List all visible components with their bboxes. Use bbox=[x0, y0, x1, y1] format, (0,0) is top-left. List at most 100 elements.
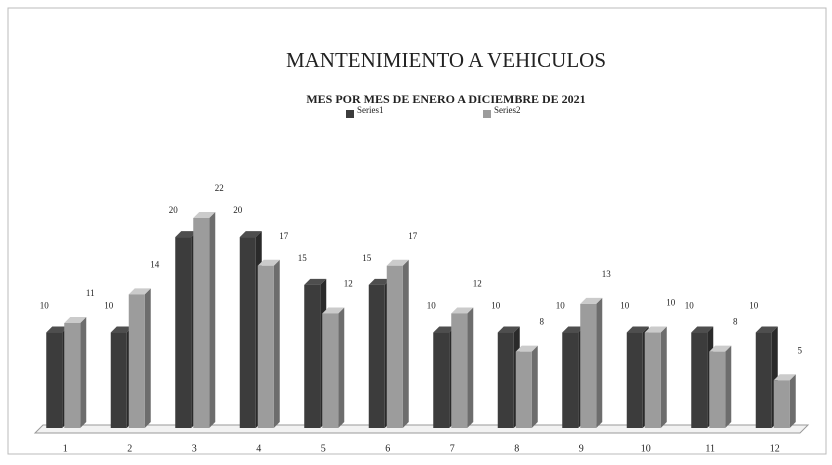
data-label: 15 bbox=[298, 253, 308, 263]
bar-side bbox=[725, 345, 732, 428]
bar-top bbox=[64, 317, 87, 323]
x-tick-label: 9 bbox=[579, 443, 584, 454]
bar-top bbox=[451, 307, 474, 314]
data-label: 8 bbox=[540, 317, 545, 327]
bar bbox=[562, 332, 579, 428]
legend-label: Series2 bbox=[494, 105, 521, 115]
data-label: 5 bbox=[798, 345, 803, 355]
bar-top bbox=[773, 374, 796, 381]
x-tick-label: 2 bbox=[127, 443, 132, 454]
bar-top bbox=[626, 326, 649, 333]
bar-top bbox=[515, 345, 538, 352]
data-label: 20 bbox=[169, 205, 179, 215]
bar-side bbox=[660, 326, 667, 428]
bar bbox=[304, 284, 321, 428]
legend-label: Series1 bbox=[357, 105, 384, 115]
bar bbox=[368, 284, 385, 428]
bar-side bbox=[144, 288, 151, 428]
bar bbox=[128, 294, 145, 428]
bar-top bbox=[386, 259, 409, 266]
bar bbox=[257, 265, 274, 428]
bar bbox=[755, 332, 772, 428]
data-label: 10 bbox=[620, 301, 630, 311]
bar-side bbox=[338, 307, 345, 428]
bar bbox=[497, 332, 514, 428]
data-label: 10 bbox=[104, 301, 114, 311]
bar bbox=[175, 237, 192, 428]
bar-side bbox=[531, 345, 538, 428]
bar bbox=[46, 332, 63, 428]
data-label: 15 bbox=[362, 253, 372, 263]
x-tick-label: 7 bbox=[450, 443, 455, 454]
bar-side bbox=[402, 259, 409, 428]
bar-top bbox=[755, 326, 778, 333]
bar bbox=[239, 237, 256, 428]
data-label: 10 bbox=[749, 301, 759, 311]
bar-top bbox=[433, 326, 456, 333]
bar-top bbox=[110, 326, 133, 333]
bar bbox=[451, 313, 468, 428]
bar-top bbox=[128, 288, 151, 295]
bar-top bbox=[257, 259, 280, 266]
bar bbox=[515, 351, 532, 428]
x-tick-label: 11 bbox=[705, 443, 715, 454]
bar-top bbox=[497, 326, 520, 333]
bar bbox=[322, 313, 339, 428]
data-label: 10 bbox=[666, 298, 676, 308]
bar bbox=[64, 323, 81, 428]
data-label: 10 bbox=[685, 301, 695, 311]
bar-top bbox=[580, 297, 603, 304]
bar bbox=[773, 380, 790, 428]
data-label: 10 bbox=[427, 301, 437, 311]
chart-title: MANTENIMIENTO A VEHICULOS bbox=[286, 48, 606, 72]
data-label: 10 bbox=[40, 301, 50, 311]
bar bbox=[580, 303, 597, 428]
bar bbox=[709, 351, 726, 428]
bar-top bbox=[562, 326, 585, 333]
data-label: 13 bbox=[602, 269, 612, 279]
legend-swatch bbox=[483, 110, 491, 118]
bar-top bbox=[322, 307, 345, 314]
x-tick-label: 6 bbox=[385, 443, 390, 454]
data-label: 17 bbox=[279, 231, 289, 241]
data-label: 14 bbox=[150, 259, 160, 269]
data-label: 10 bbox=[491, 301, 501, 311]
x-tick-label: 5 bbox=[321, 443, 326, 454]
bar bbox=[386, 265, 403, 428]
x-tick-label: 3 bbox=[192, 443, 197, 454]
bar-top bbox=[644, 326, 667, 333]
bar bbox=[626, 332, 643, 428]
data-label: 12 bbox=[344, 279, 353, 289]
chart-subtitle: MES POR MES DE ENERO A DICIEMBRE DE 2021 bbox=[306, 92, 585, 106]
bar-side bbox=[596, 297, 603, 428]
data-label: 8 bbox=[733, 317, 738, 327]
x-tick-label: 12 bbox=[770, 443, 780, 454]
bar-side bbox=[273, 259, 280, 428]
x-tick-label: 4 bbox=[256, 443, 261, 454]
data-label: 22 bbox=[215, 183, 224, 193]
data-label: 17 bbox=[408, 231, 418, 241]
bar-top bbox=[368, 278, 391, 285]
bar-top bbox=[239, 231, 262, 238]
bar bbox=[644, 332, 661, 428]
bar-side bbox=[467, 307, 474, 428]
bar bbox=[193, 218, 210, 428]
bar bbox=[433, 332, 450, 428]
bar-top bbox=[46, 326, 69, 333]
bar-top bbox=[691, 326, 714, 333]
x-tick-label: 10 bbox=[641, 443, 651, 454]
bar bbox=[691, 332, 708, 428]
bar-top bbox=[193, 212, 216, 218]
bar-side bbox=[789, 374, 796, 428]
x-tick-label: 8 bbox=[514, 443, 519, 454]
floor bbox=[33, 424, 810, 434]
bar-side bbox=[80, 317, 87, 428]
legend-swatch bbox=[346, 110, 354, 118]
data-label: 12 bbox=[473, 279, 482, 289]
bar bbox=[110, 332, 127, 428]
bar-top bbox=[709, 345, 732, 352]
x-tick-label: 1 bbox=[63, 443, 68, 454]
data-label: 20 bbox=[233, 205, 243, 215]
bar-top bbox=[175, 231, 198, 238]
